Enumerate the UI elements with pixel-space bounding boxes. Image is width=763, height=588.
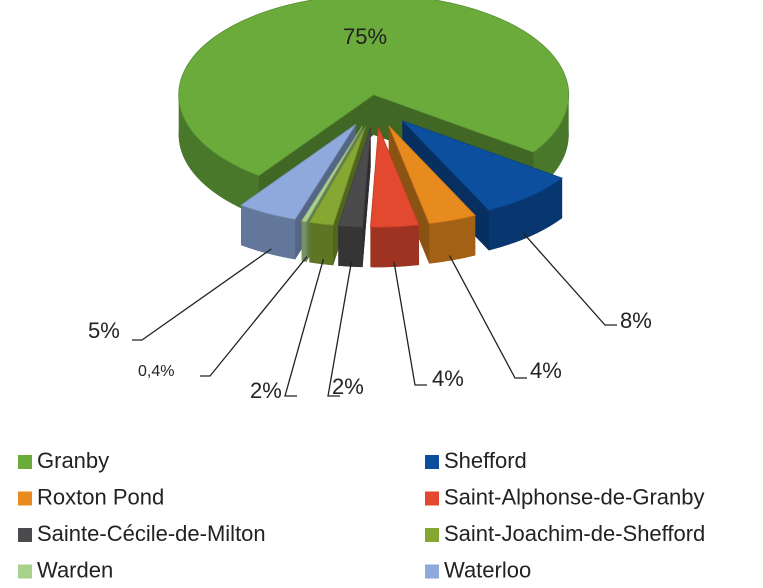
slice-wall xyxy=(429,215,476,264)
legend-label: Saint-Joachim-de-Shefford xyxy=(444,521,705,546)
leader-line xyxy=(284,258,325,397)
legend-label: Granby xyxy=(37,448,109,473)
legend-label: Saint-Alphonse-de-Granby xyxy=(444,484,704,509)
legend-swatch xyxy=(425,455,439,469)
data-label: 0,4% xyxy=(138,363,174,380)
slice xyxy=(337,127,372,268)
slice-wall xyxy=(370,225,419,268)
data-label: 75% xyxy=(343,24,387,49)
slice-wall xyxy=(488,178,563,251)
legend-label: Sainte-Cécile-de-Milton xyxy=(37,521,266,546)
data-label: 2% xyxy=(250,378,282,403)
slice-top xyxy=(178,0,570,177)
leader-line xyxy=(327,261,353,397)
legend-label: Warden xyxy=(37,557,113,582)
legend-swatch xyxy=(425,528,439,542)
legend-swatch xyxy=(18,455,32,469)
slice xyxy=(370,127,420,268)
slice-side xyxy=(388,125,430,264)
data-label: 8% xyxy=(620,308,652,333)
data-label: 4% xyxy=(432,366,464,391)
legend-label: Shefford xyxy=(444,448,527,473)
leader-line xyxy=(448,255,527,379)
legend-swatch xyxy=(18,491,32,506)
data-label: 5% xyxy=(88,318,120,343)
legend-swatch xyxy=(425,564,439,579)
legend-label: Roxton Pond xyxy=(37,484,164,509)
legend-swatch xyxy=(425,491,439,506)
slice-wall xyxy=(309,222,334,266)
slice-wall xyxy=(241,205,296,260)
legend-swatch xyxy=(18,564,32,579)
slice-top xyxy=(402,120,563,211)
slice xyxy=(388,125,476,264)
legend-swatch xyxy=(18,528,32,542)
slice-top xyxy=(337,127,372,228)
slice-top xyxy=(240,123,357,220)
data-label: 2% xyxy=(332,374,364,399)
slice-wall xyxy=(301,221,307,262)
slice-top xyxy=(308,126,366,226)
leader-line xyxy=(132,248,272,341)
leader-line xyxy=(200,256,308,377)
data-label: 4% xyxy=(530,358,562,383)
leader-line xyxy=(393,261,427,386)
slice-top xyxy=(370,127,420,228)
slice-top xyxy=(301,125,363,223)
legend-label: Waterloo xyxy=(444,557,531,582)
leader-line xyxy=(522,232,617,326)
slice-wall xyxy=(338,225,363,268)
slice-top xyxy=(388,125,476,225)
